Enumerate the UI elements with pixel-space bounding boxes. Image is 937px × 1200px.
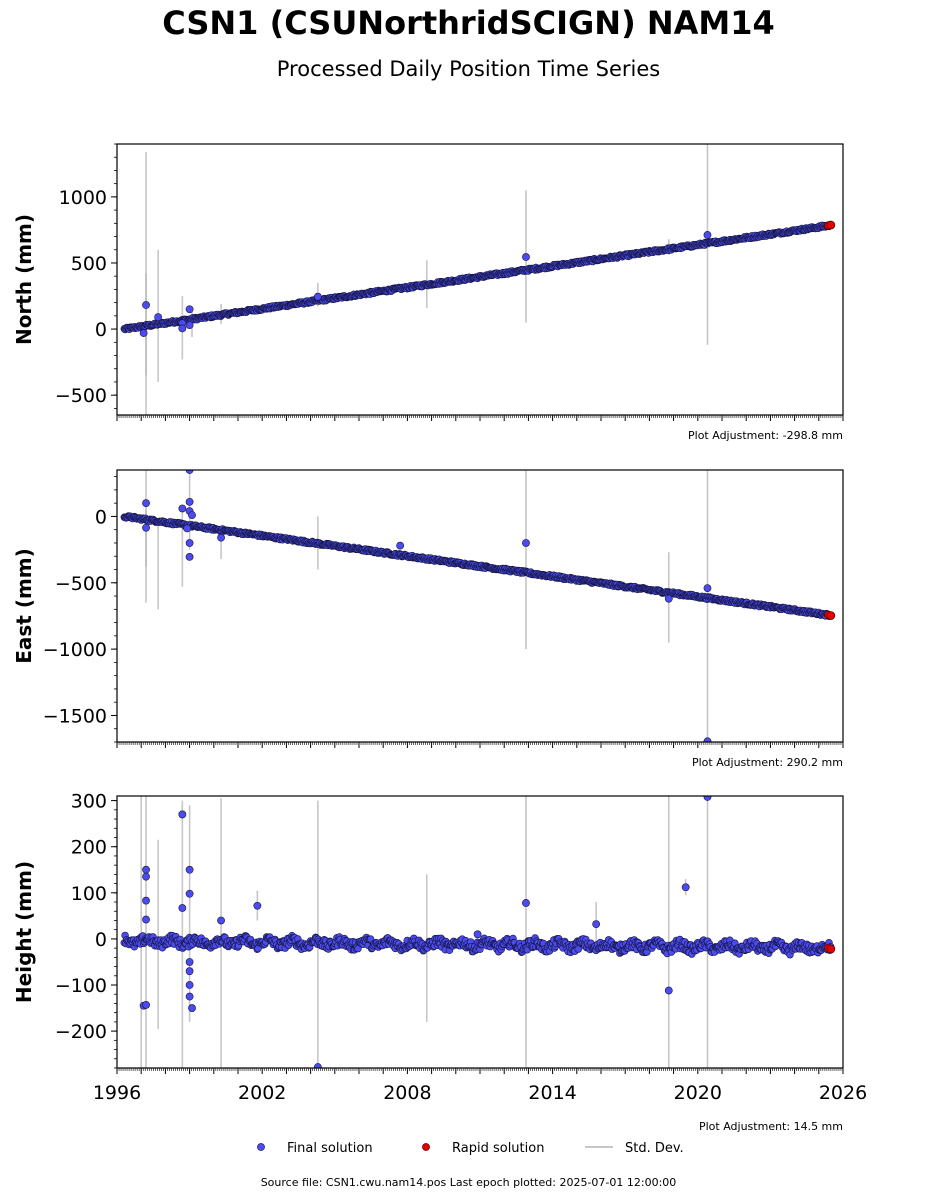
final-solution-point	[178, 810, 187, 819]
panel-1: −500 0 500 1000 North (mm) Plot Adjustment: -…	[12, 143, 844, 442]
y-axis-label: Height (mm)	[12, 861, 36, 1003]
y-tick-label: 500	[71, 253, 107, 275]
y-tick-label: −500	[55, 573, 107, 595]
final-solution-point	[178, 904, 187, 912]
final-solution-point	[522, 539, 530, 547]
x-tick-label: 2002	[238, 1082, 286, 1104]
final-solution-point	[142, 896, 150, 905]
final-solution-point	[592, 920, 601, 929]
rapid-solution-point	[826, 944, 836, 954]
x-tick-label: 2014	[528, 1082, 576, 1104]
final-solution-point	[139, 329, 148, 337]
y-tick-label: −200	[55, 1021, 107, 1043]
final-solution-point	[185, 865, 194, 874]
final-solution-point	[185, 553, 194, 561]
y-tick-label: 0	[95, 506, 107, 528]
final-solution-point	[664, 594, 673, 603]
y-axis-label: North (mm)	[12, 214, 36, 345]
y-axis-label: East (mm)	[12, 548, 36, 664]
final-solution-point	[185, 981, 194, 989]
final-solution-point	[142, 1000, 150, 1009]
final-solution-point	[178, 504, 187, 513]
final-solution-point	[142, 301, 150, 309]
final-solution-point	[185, 497, 194, 506]
y-tick-label: 100	[71, 883, 107, 905]
figure-title: CSN1 (CSUNorthridSCIGN) NAM14	[162, 4, 775, 42]
legend-rapid-label: Rapid solution	[452, 1141, 544, 1156]
y-tick-label: 300	[71, 791, 107, 813]
final-solution-point	[473, 930, 482, 939]
plot-area	[120, 796, 836, 1068]
x-tick-label: 2026	[819, 1082, 867, 1104]
final-solution-point	[681, 883, 690, 892]
final-solution-point	[185, 470, 194, 474]
y-tick-label: −500	[55, 385, 107, 407]
x-tick-label: 2020	[674, 1082, 722, 1104]
final-solution-point	[522, 253, 530, 261]
plot-area	[120, 144, 836, 415]
final-solution-point	[185, 992, 194, 1001]
y-tick-label: −1500	[43, 705, 107, 727]
legend-final-marker	[257, 1143, 265, 1151]
rapid-solution-point	[826, 220, 836, 230]
final-solution-point	[313, 292, 322, 301]
y-tick-label: 0	[95, 929, 107, 951]
final-solution-point	[183, 524, 192, 533]
final-solution-point	[703, 737, 712, 742]
final-solution-point	[154, 313, 163, 322]
legend: Final solution Rapid solution Std. Dev.	[257, 1141, 684, 1156]
source-footer: Source file: CSN1.cwu.nam14.pos Last epo…	[260, 1176, 677, 1189]
final-solution-point	[703, 584, 712, 592]
final-solution-point	[703, 796, 712, 801]
y-tick-label: −1000	[43, 639, 107, 661]
final-solution-point	[217, 533, 225, 542]
final-solution-point	[142, 523, 150, 532]
panel-3: −200 −100 0 100 200 300 1996 2002 2008 2014 2020 20…	[12, 791, 867, 1133]
x-tick-label: 1996	[93, 1082, 141, 1104]
final-solution-point	[185, 321, 194, 330]
x-tick-label: 2008	[383, 1082, 431, 1104]
y-tick-label: 1000	[59, 187, 107, 209]
y-tick-label: 200	[71, 837, 107, 859]
final-solution-point	[396, 541, 405, 550]
legend-stddev-label: Std. Dev.	[625, 1141, 684, 1156]
y-tick-label: −100	[55, 975, 107, 997]
final-solution-point	[185, 539, 194, 547]
final-solution-point	[188, 1004, 196, 1012]
plot-adjustment: Plot Adjustment: 14.5 mm	[699, 1120, 843, 1133]
legend-rapid-marker	[422, 1143, 430, 1151]
legend-final-label: Final solution	[287, 1141, 373, 1156]
plot-adjustment: Plot Adjustment: -298.8 mm	[688, 429, 843, 442]
plot-area	[120, 470, 836, 742]
final-solution-point	[703, 231, 712, 239]
final-solution-point	[185, 967, 194, 976]
final-solution-point	[142, 915, 150, 924]
panel-2: −1500 −1000 −500 0 East (mm) Plot Adjustment:…	[12, 469, 844, 769]
rapid-solution-point	[826, 611, 836, 620]
plot-adjustment: Plot Adjustment: 290.2 mm	[692, 756, 843, 769]
final-solution-point	[217, 916, 225, 925]
final-solution-point	[253, 901, 262, 910]
final-solution-point	[142, 499, 150, 508]
final-solution-point	[185, 958, 194, 966]
final-solution-point	[178, 324, 187, 333]
final-solution-point	[185, 889, 194, 898]
y-tick-label: 0	[95, 319, 107, 341]
final-solution-point	[142, 872, 150, 881]
final-solution-point	[313, 1063, 322, 1068]
figure-subtitle: Processed Daily Position Time Series	[276, 57, 661, 81]
final-solution-point	[185, 305, 194, 314]
final-solution-point	[522, 899, 530, 907]
final-solution-point	[142, 865, 150, 874]
final-solution-point	[664, 986, 673, 995]
final-solution-point	[188, 511, 196, 520]
